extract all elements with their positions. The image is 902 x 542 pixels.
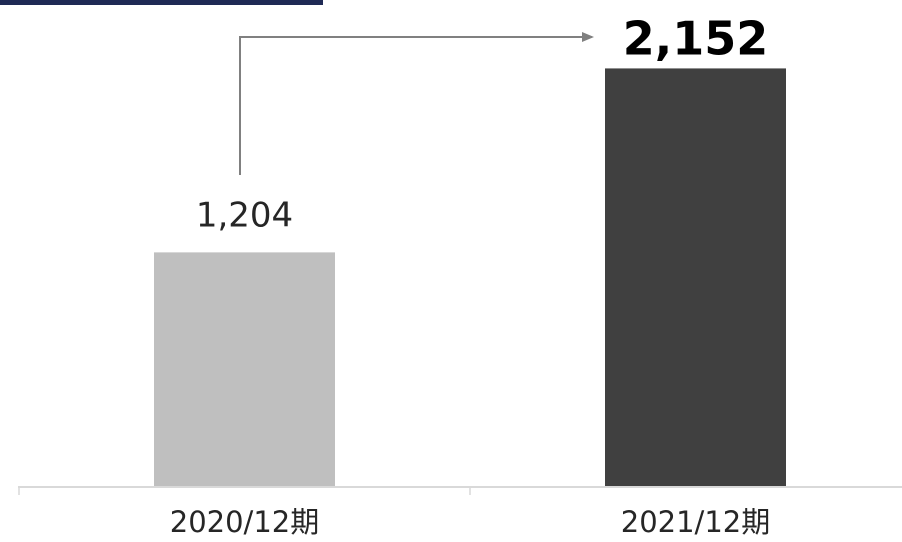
bars-group [154,68,786,487]
category-label-1: 2020/12期 [170,505,319,539]
value-labels-group: 1,204 2,152 [196,11,768,235]
category-labels-group: 2020/12期 2021/12期 [170,505,770,539]
bar-2 [605,68,786,487]
growth-arrow [239,32,594,175]
header-accent-bar [0,0,323,5]
value-label-1: 1,204 [196,195,293,235]
category-label-2: 2021/12期 [621,505,770,539]
x-axis [18,486,902,495]
value-label-2: 2,152 [623,11,769,65]
bar-1 [154,252,335,486]
